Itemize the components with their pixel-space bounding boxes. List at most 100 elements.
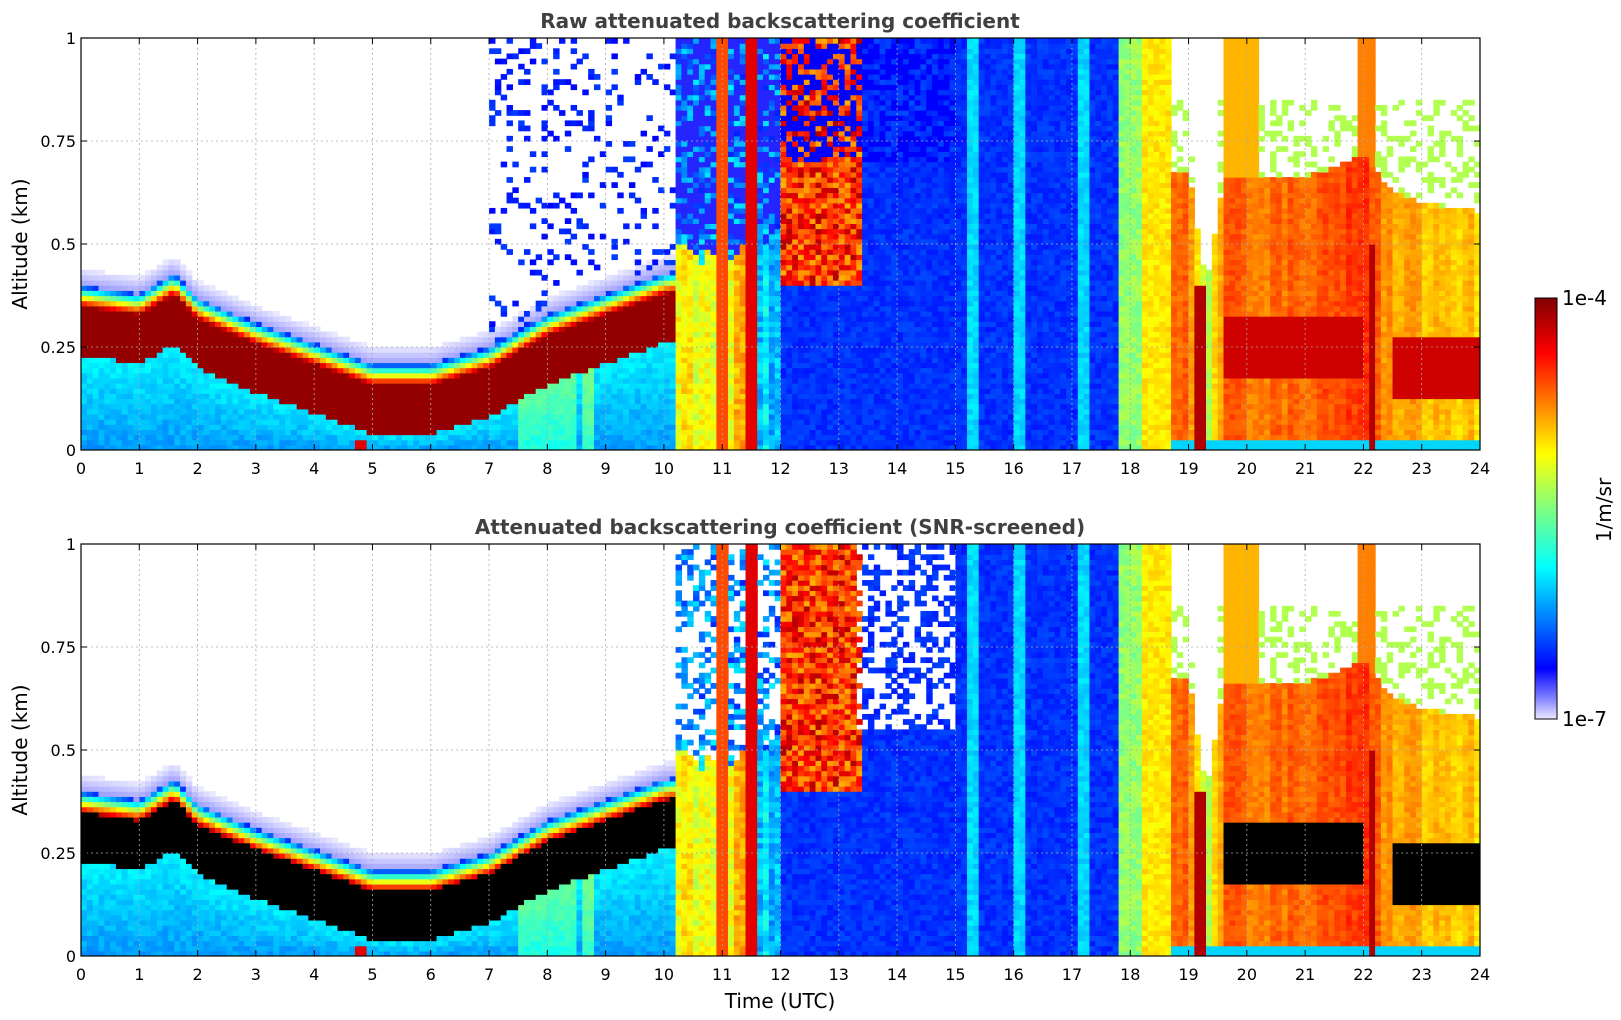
heatmap-cell (232, 434, 239, 441)
heatmap-cell (786, 63, 793, 70)
heatmap-cell (728, 94, 735, 101)
heatmap-cell (150, 434, 158, 441)
heatmap-cell (191, 321, 199, 327)
heatmap-cell (646, 259, 653, 266)
heatmap-cell (733, 120, 741, 127)
heatmap-cell (133, 377, 140, 384)
heatmap-cell (786, 74, 793, 80)
heatmap-cell (687, 244, 694, 250)
heatmap-cell (354, 352, 362, 358)
heatmap-cell (203, 321, 210, 327)
heatmap-cell (768, 43, 776, 49)
heatmap-cell (593, 290, 601, 297)
heatmap-cell (145, 424, 152, 430)
heatmap-cell (623, 413, 630, 420)
heatmap-cell (786, 290, 793, 297)
heatmap-cell (558, 79, 566, 85)
heatmap-cell (547, 444, 554, 450)
heatmap-cell (751, 254, 758, 261)
heatmap-cell (430, 413, 438, 420)
heatmap-cell (203, 372, 210, 379)
heatmap-cell (669, 89, 677, 96)
heatmap-cell (454, 424, 461, 430)
heatmap-cell (611, 68, 618, 75)
heatmap-cell (512, 300, 519, 307)
heatmap-cell (500, 377, 508, 384)
heatmap-cell (716, 58, 723, 65)
heatmap-cell (162, 269, 170, 276)
heatmap-cell (506, 352, 513, 358)
heatmap-cell (745, 48, 752, 55)
heatmap-cell (751, 79, 758, 85)
heatmap-cell (663, 439, 671, 446)
heatmap-cell (687, 434, 694, 441)
heatmap-cell (250, 367, 257, 374)
heatmap-cell (436, 367, 444, 374)
heatmap-cell (757, 182, 764, 188)
heatmap-cell (244, 357, 251, 364)
heatmap-cell (722, 274, 729, 281)
heatmap-cell (308, 357, 315, 364)
heatmap-cell (623, 383, 630, 389)
heatmap-cell (733, 104, 741, 111)
heatmap-cell (162, 434, 170, 441)
heatmap-cell (133, 419, 140, 425)
heatmap-cell (529, 434, 537, 441)
heatmap-cell (156, 305, 164, 312)
heatmap-cell (296, 424, 304, 430)
heatmap-cell (786, 84, 793, 91)
heatmap-cell (185, 285, 193, 291)
heatmap-cell (681, 213, 688, 219)
heatmap-cell (733, 419, 741, 425)
heatmap-cell (489, 393, 496, 400)
heatmap-cell (780, 43, 787, 49)
heatmap-cell (156, 285, 164, 291)
heatmap-cell (389, 352, 397, 358)
heatmap-cell (226, 321, 234, 327)
heatmap-cell (115, 413, 123, 420)
heatmap-cell (751, 89, 758, 96)
heatmap-cell (86, 316, 94, 322)
heatmap-cell (599, 202, 607, 209)
heatmap-cell (285, 321, 292, 327)
heatmap-cell (745, 151, 752, 158)
heatmap-cell (261, 444, 269, 450)
heatmap-cell (290, 352, 298, 358)
heatmap-cell (250, 413, 257, 420)
heatmap-cell (763, 84, 770, 91)
heatmap-cell (145, 274, 152, 281)
heatmap-cell (605, 104, 613, 111)
heatmap-cell (803, 197, 811, 204)
heatmap-cell (803, 434, 811, 441)
heatmap-cell (524, 398, 531, 405)
heatmap-cell (763, 218, 770, 224)
heatmap-cell (681, 63, 688, 70)
heatmap-cell (780, 48, 787, 55)
heatmap-cell (553, 280, 560, 286)
heatmap-cell (681, 218, 688, 224)
heatmap-cell (693, 300, 700, 307)
heatmap-cell (646, 413, 653, 420)
heatmap-cell (115, 352, 123, 358)
heatmap-cell (763, 434, 770, 441)
heatmap-cell (710, 347, 717, 353)
heatmap-cell (803, 213, 811, 219)
heatmap-cell (628, 141, 636, 147)
heatmap-cell (168, 403, 175, 410)
heatmap-cell (337, 439, 344, 446)
heatmap-cell (139, 310, 146, 317)
heatmap-cell (588, 357, 595, 364)
heatmap-cell (121, 439, 129, 446)
heatmap-cell (285, 347, 292, 353)
heatmap-cell (733, 321, 741, 327)
heatmap-cell (471, 419, 478, 425)
heatmap-cell (92, 321, 100, 327)
heatmap-cell (687, 331, 694, 338)
heatmap-cell (395, 434, 403, 441)
heatmap-cell (121, 393, 129, 400)
heatmap-cell (704, 110, 712, 116)
heatmap-cell (623, 444, 630, 450)
heatmap-cell (634, 249, 642, 255)
heatmap-cell (139, 280, 146, 286)
heatmap-cell (739, 444, 747, 450)
